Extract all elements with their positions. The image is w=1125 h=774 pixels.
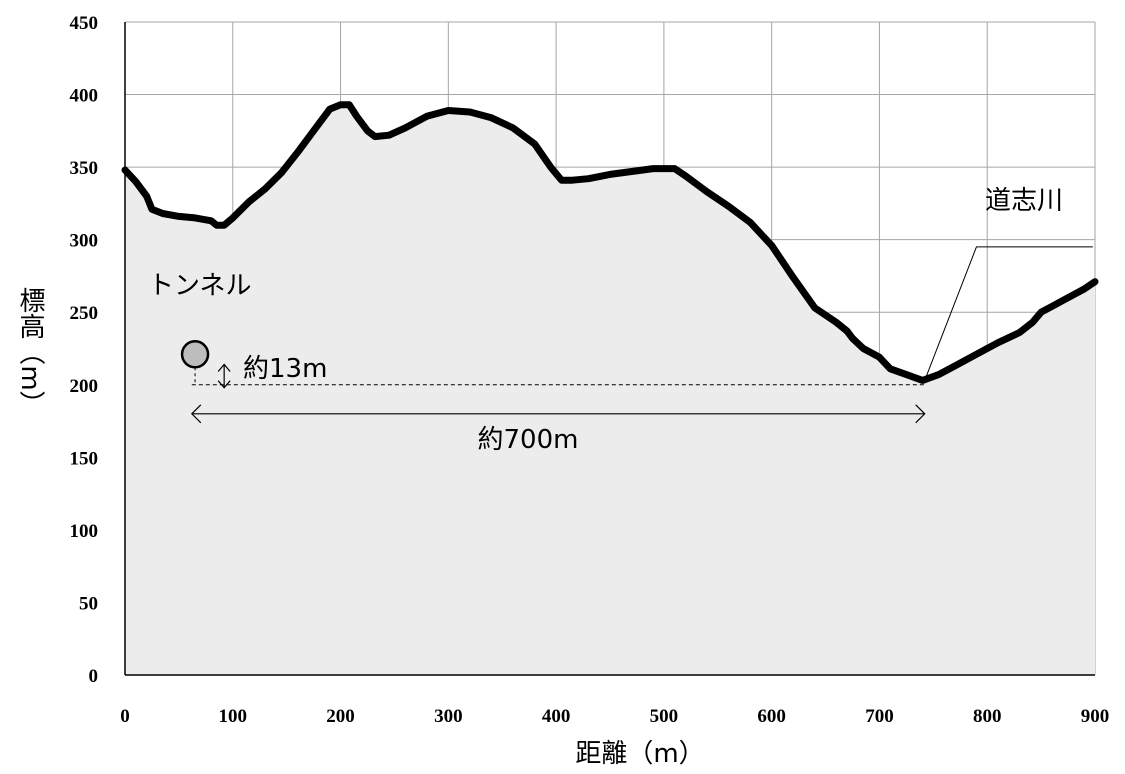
river-leader-line [924, 246, 1093, 381]
y-tick-label: 250 [70, 303, 99, 324]
terrain-fill [125, 104, 1095, 675]
terrain-line [121, 101, 1099, 384]
distance-arrow-head-left [190, 404, 202, 424]
x-tick-label: 400 [542, 706, 571, 727]
x-tick-label: 200 [326, 706, 355, 727]
axes [124, 22, 1095, 676]
x-axis-label: 距離（m） [575, 739, 704, 769]
tunnel-marker [180, 340, 210, 369]
x-tick-label: 500 [650, 706, 679, 727]
y-tick-label: 50 [79, 593, 98, 614]
height-diff-arrow-head-up [217, 363, 231, 372]
x-tick-label: 300 [434, 706, 463, 727]
height-diff-label: 約13m [243, 354, 327, 384]
x-tick-label: 900 [1081, 706, 1110, 727]
y-tick-label: 300 [70, 231, 99, 252]
y-tick-label: 400 [70, 86, 99, 107]
river-label: 道志川 [985, 186, 1063, 216]
y-tick-label: 350 [70, 158, 99, 179]
y-axis-label: 標高（m） [15, 287, 45, 416]
distance-arrow-head-right [915, 404, 926, 424]
x-tick-label: 100 [219, 706, 248, 727]
terrain-area [121, 101, 1099, 675]
tick-labels: 0 100 200 300 400 500 600 700 800 900 0 50 100 150 200… [70, 13, 1110, 727]
x-tick-label: 800 [973, 706, 1002, 727]
x-tick-label: 600 [757, 706, 786, 727]
y-tick-label: 100 [70, 521, 99, 542]
x-tick-label: 700 [865, 706, 894, 727]
y-tick-label: 200 [70, 376, 99, 397]
x-tick-label: 0 [120, 706, 130, 727]
y-tick-label: 450 [70, 13, 99, 34]
tunnel-label: トンネル [148, 271, 251, 301]
y-tick-label: 150 [70, 448, 99, 469]
height-diff-arrow-head-down [217, 380, 231, 389]
y-tick-label: 0 [89, 666, 99, 687]
distance-label: 約700m [478, 425, 579, 455]
